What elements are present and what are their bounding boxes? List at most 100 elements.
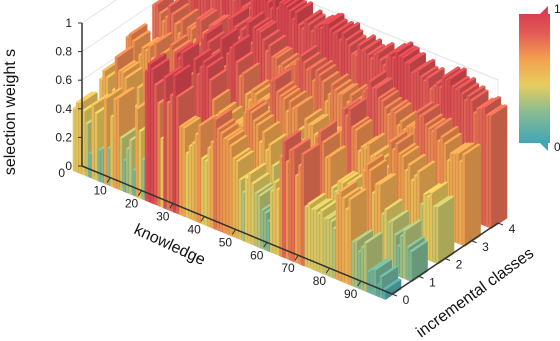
bar-top-face xyxy=(79,91,98,103)
bar-front-face xyxy=(399,235,403,279)
bar-side-face xyxy=(385,279,402,300)
bar-front-face xyxy=(191,142,195,221)
bar-top-face xyxy=(416,160,436,173)
z-axis-title: selection weight s xyxy=(2,49,19,175)
bar-top-face xyxy=(327,145,347,157)
bar-front-face xyxy=(91,104,95,180)
bar-front-face xyxy=(310,209,314,271)
x-tick-label: 10 xyxy=(94,184,108,198)
bar-top-face xyxy=(213,108,233,120)
bar-top-face xyxy=(325,12,345,25)
bar-top-face xyxy=(365,153,384,166)
bar-top-face xyxy=(315,59,334,72)
bar-top-face xyxy=(397,45,417,57)
bar-front-face xyxy=(104,97,107,185)
bar-top-face xyxy=(307,113,326,126)
bar-front-face xyxy=(245,177,248,243)
bar-top-face xyxy=(310,198,330,211)
bar-top-face xyxy=(338,179,358,192)
bar-top-face xyxy=(432,195,452,208)
bar-top-face xyxy=(276,80,295,93)
bar-top-face xyxy=(248,162,267,175)
bar-front-face xyxy=(266,220,270,252)
bar xyxy=(382,278,402,300)
bar-front-face xyxy=(367,270,370,294)
bar-front-face xyxy=(179,126,182,216)
bar-top-face xyxy=(218,101,237,114)
bar-front-face xyxy=(273,182,276,255)
bar-front-face xyxy=(119,137,123,192)
bar-top-face xyxy=(279,85,298,97)
bar-side-face xyxy=(438,196,455,265)
bar-front-face xyxy=(113,98,117,189)
y-tick-mark xyxy=(444,258,451,261)
bar-front-face xyxy=(482,106,486,227)
bar-top-face xyxy=(255,114,275,126)
bar-top-face xyxy=(212,88,231,101)
bar-front-face xyxy=(135,108,138,198)
bar-front-face xyxy=(288,149,292,262)
bar-front-face xyxy=(317,213,320,273)
bar-top-face xyxy=(415,101,434,113)
bar-top-face xyxy=(167,0,181,7)
bar-top-face xyxy=(346,173,366,185)
bar xyxy=(435,195,455,265)
bar-front-face xyxy=(459,161,462,246)
bar-top-face xyxy=(223,127,242,140)
bar-front-face xyxy=(370,269,373,295)
bar-top-face xyxy=(202,50,222,63)
bar-front-face xyxy=(176,96,179,215)
z-tick-label: 0 xyxy=(65,159,72,173)
bar-front-face xyxy=(154,84,157,206)
bar-top-face xyxy=(254,182,273,194)
bar-top-face xyxy=(278,0,287,4)
bar-top-face xyxy=(366,43,386,56)
bar-top-face xyxy=(196,7,215,20)
bar-front-face xyxy=(403,229,406,280)
bar-front-face xyxy=(116,97,120,190)
bar-front-face xyxy=(313,208,317,272)
bar-front-face xyxy=(238,179,242,241)
bar-front-face xyxy=(169,95,173,212)
bar-top-face xyxy=(216,118,236,130)
bar-front-face xyxy=(100,148,104,184)
y-tick-label: 4 xyxy=(509,222,516,236)
bar-top-face xyxy=(368,70,387,82)
bar-front-face xyxy=(207,147,210,228)
bar-top-face xyxy=(207,31,226,43)
bar-top-face xyxy=(440,125,459,138)
bar-top-face xyxy=(163,66,183,78)
bar-front-face xyxy=(298,165,301,265)
bar-top-face xyxy=(379,265,399,278)
bar-front-face xyxy=(345,208,348,285)
bar-top-face xyxy=(307,13,326,26)
bar-top-face xyxy=(116,86,136,99)
bar-top-face xyxy=(427,117,447,130)
bar-front-face xyxy=(329,221,333,278)
bar-front-face xyxy=(285,161,289,260)
bar-front-face xyxy=(429,192,433,262)
bar-front-face xyxy=(223,138,226,234)
bar-top-face xyxy=(318,63,337,76)
bar-side-face xyxy=(464,144,481,247)
bar-front-face xyxy=(79,101,82,175)
bar-top-face xyxy=(451,75,470,88)
bar-top-face xyxy=(460,82,480,95)
bar-top-face xyxy=(121,61,140,74)
bar-front-face xyxy=(163,76,167,210)
bar-top-face xyxy=(374,77,394,89)
bar-top-face xyxy=(443,132,462,145)
x-tick-label: 70 xyxy=(281,261,295,275)
bar-front-face xyxy=(172,74,176,214)
bar-front-face xyxy=(373,269,376,296)
bar-front-face xyxy=(144,70,148,202)
bar-front-face xyxy=(88,152,91,179)
x-tick-mark xyxy=(200,216,205,222)
bar-front-face xyxy=(126,148,129,194)
bar-front-face xyxy=(485,114,489,228)
bar-top-face xyxy=(104,87,123,99)
x-tick-mark xyxy=(232,229,236,235)
bar-top-face xyxy=(230,6,249,18)
bar-top-face xyxy=(435,195,455,208)
x-tick-label: 60 xyxy=(250,248,264,262)
